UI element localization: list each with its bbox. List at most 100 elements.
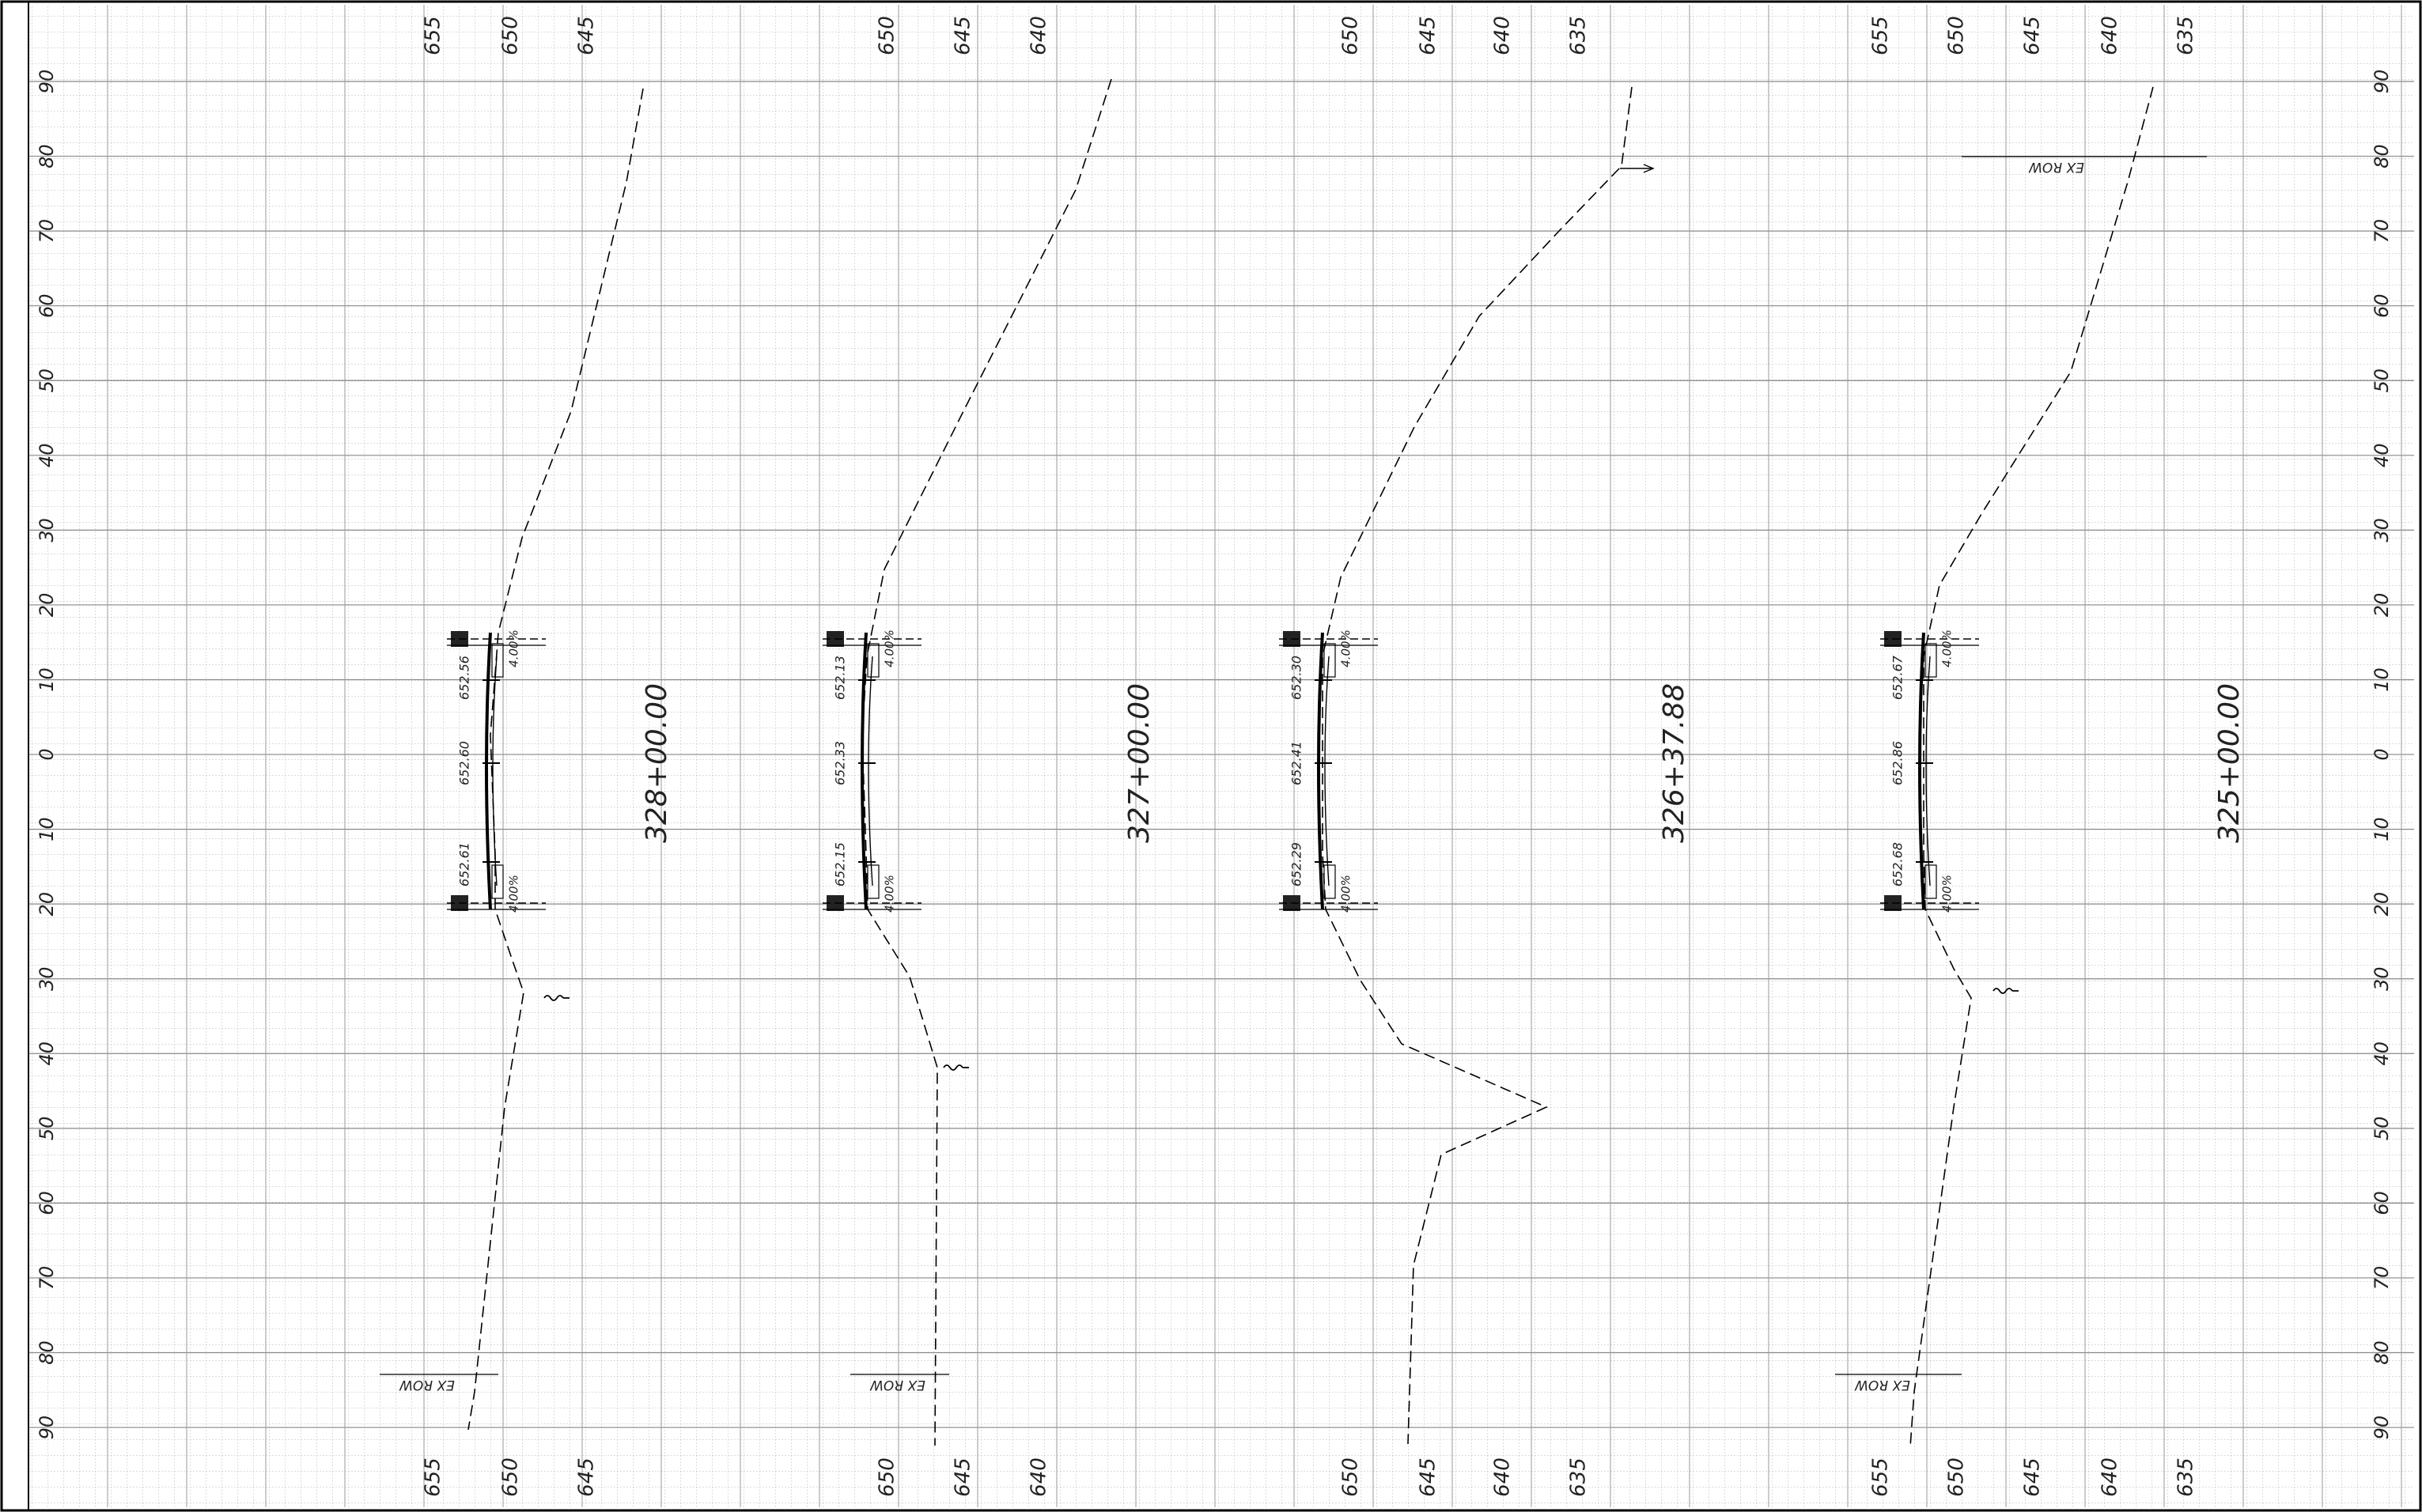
elevation-label-bottom: 635 <box>2174 1457 2198 1497</box>
grade-elevation-label: 652.30 <box>1289 656 1304 700</box>
elevation-label-top: 655 <box>422 16 445 55</box>
station-label: 326+37.88 <box>1658 683 1690 843</box>
break-symbol <box>1992 988 2019 994</box>
elevation-label-top: 650 <box>1945 16 1969 55</box>
pavement-surface <box>861 632 868 910</box>
grade-elevation-label: 652.86 <box>1890 741 1905 785</box>
elevation-label-top: 640 <box>1491 16 1515 55</box>
offset-label-left: 0 <box>36 748 58 760</box>
grid-background <box>28 5 2414 1507</box>
offset-label-left: 30 <box>36 518 58 542</box>
pavement-base <box>1925 656 1931 886</box>
offset-label-right: 80 <box>2371 1340 2393 1365</box>
offset-label-right: 50 <box>2371 1117 2393 1141</box>
pavement-surface <box>1317 632 1324 910</box>
elevation-label-bottom: 650 <box>1945 1457 1969 1497</box>
elevation-label-bottom: 645 <box>575 1457 599 1497</box>
offset-labels: 90 90 80 80 70 70 60 60 50 50 40 40 30 30 20 20 10 10 0 0 10… <box>36 70 2393 1440</box>
slope-label: 4.00% <box>1940 629 1955 667</box>
slope-label: 4.00% <box>1339 875 1353 913</box>
elevation-label-bottom: 645 <box>2021 1457 2045 1497</box>
grade-elevation-label: 652.13 <box>833 656 848 700</box>
cross-section: 655 650 645 640 635 655 650 645 640 635 325+00.00 6… <box>1835 16 2246 1497</box>
slope-label: 4.00% <box>507 629 521 667</box>
elevation-label-bottom: 640 <box>2098 1457 2122 1497</box>
elevation-label-bottom: 645 <box>952 1457 975 1497</box>
sidewalk <box>867 643 880 678</box>
offset-label-right: 70 <box>2371 219 2393 244</box>
ex-row-label: EX ROW <box>869 1377 925 1393</box>
sidewalk <box>1924 864 1937 899</box>
elevation-label-top: 640 <box>1027 16 1051 55</box>
elevation-label-bottom: 645 <box>1417 1457 1440 1497</box>
slope-label: 4.00% <box>507 875 521 913</box>
pavement-base <box>868 656 873 886</box>
offset-label-left: 40 <box>36 444 58 468</box>
offset-label-right: 40 <box>2371 444 2393 468</box>
cross-sections: 655 650 645 655 650 645 328+00.00 652.56 652.60 6… <box>380 16 2246 1497</box>
elevation-label-top: 640 <box>2098 16 2122 55</box>
elevation-label-bottom: 640 <box>1027 1457 1051 1497</box>
elevation-label-bottom: 650 <box>499 1457 523 1497</box>
pavement-surface <box>485 632 492 910</box>
offset-label-right: 80 <box>2371 144 2393 168</box>
offset-label-left: 80 <box>36 144 58 168</box>
offset-label-left: 60 <box>36 1191 58 1215</box>
sidewalk <box>867 864 880 899</box>
station-label: 328+00.00 <box>641 683 673 843</box>
slope-label: 4.00% <box>883 875 897 913</box>
grade-elevation-label: 652.61 <box>457 842 472 886</box>
break-symbol <box>1643 164 1655 173</box>
elevation-label-top: 645 <box>952 16 975 55</box>
existing-ground-line <box>1322 86 1633 1445</box>
break-symbol <box>543 995 570 1001</box>
sidewalk <box>1323 643 1336 678</box>
existing-ground-line <box>1909 86 2154 1448</box>
offset-label-left: 80 <box>36 1340 58 1365</box>
elevation-label-top: 635 <box>1567 16 1591 55</box>
pavement-base <box>1324 656 1330 886</box>
sidewalk <box>1924 643 1937 678</box>
offset-label-left: 60 <box>36 293 58 318</box>
elevation-label-top: 645 <box>575 16 599 55</box>
ex-row-label: EX ROW <box>1854 1377 1910 1393</box>
offset-label-right: 30 <box>2371 518 2393 542</box>
sidewalk <box>491 864 504 899</box>
elevation-label-top: 650 <box>499 16 523 55</box>
offset-label-left: 90 <box>36 1416 58 1440</box>
grade-elevation-label: 652.33 <box>833 741 848 785</box>
offset-label-left: 90 <box>36 70 58 94</box>
grade-elevation-label: 652.15 <box>833 842 848 886</box>
offset-label-left: 30 <box>36 966 58 991</box>
offset-label-right: 10 <box>2371 667 2393 692</box>
pavement-surface <box>1918 632 1925 910</box>
offset-label-left: 70 <box>36 219 58 244</box>
grade-elevation-label: 652.29 <box>1289 842 1304 886</box>
ex-row-label: EX ROW <box>399 1377 455 1393</box>
offset-label-right: 60 <box>2371 1191 2393 1215</box>
grade-elevation-label: 652.41 <box>1289 741 1304 785</box>
slope-label: 4.00% <box>1940 875 1955 913</box>
offset-label-left: 70 <box>36 1266 58 1291</box>
elevation-label-top: 650 <box>876 16 899 55</box>
break-symbol <box>943 1064 969 1071</box>
offset-label-right: 20 <box>2371 892 2393 917</box>
sidewalk <box>1323 864 1336 899</box>
cross-section: 655 650 645 655 650 645 328+00.00 652.56 652.60 6… <box>380 16 673 1497</box>
offset-label-left: 50 <box>36 369 58 393</box>
offset-label-right: 90 <box>2371 1416 2393 1440</box>
offset-label-right: 10 <box>2371 817 2393 841</box>
elevation-label-bottom: 650 <box>876 1457 899 1497</box>
elevation-label-top: 655 <box>1869 16 1893 55</box>
pavement-base <box>492 656 498 886</box>
ex-row-label: EX ROW <box>2028 159 2084 175</box>
slope-label: 4.00% <box>883 629 897 667</box>
offset-label-right: 90 <box>2371 70 2393 94</box>
cross-section: 650 645 640 650 645 640 327+00.00 652.13 652.33 6… <box>823 16 1156 1497</box>
elevation-label-top: 650 <box>1339 16 1363 55</box>
elevation-label-bottom: 635 <box>1567 1457 1591 1497</box>
sidewalk <box>491 643 504 678</box>
offset-label-left: 50 <box>36 1117 58 1141</box>
